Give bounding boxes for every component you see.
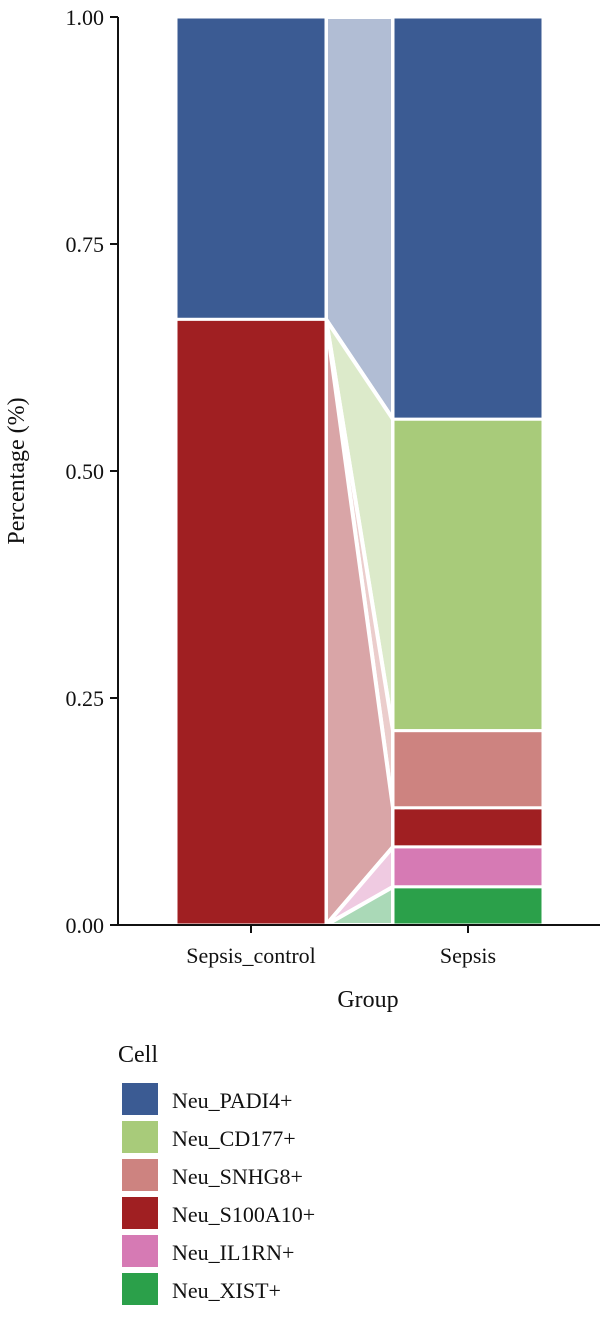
- legend-label-neu-s100a10: Neu_S100A10+: [172, 1202, 315, 1227]
- legend-swatch-neu-padi4: [122, 1083, 158, 1115]
- legend-swatch-neu-snhg8: [122, 1159, 158, 1191]
- y-tick-label: 0.25: [66, 686, 105, 711]
- bar-segment-neu-snhg8-sepsis: [391, 729, 545, 810]
- y-tick-label: 1.00: [66, 5, 105, 30]
- legend-swatch-neu-s100a10: [122, 1197, 158, 1229]
- legend-label-neu-padi4: Neu_PADI4+: [172, 1088, 292, 1113]
- bar-segment-neu-cd177-sepsis: [391, 417, 545, 733]
- bar-segment-neu-padi4-sepsis: [391, 15, 545, 421]
- legend-swatch-neu-il1rn: [122, 1235, 158, 1267]
- bar-segment-neu-padi4-sepsis-control: [174, 15, 328, 321]
- legend-label-neu-cd177: Neu_CD177+: [172, 1126, 296, 1151]
- legend-label-neu-snhg8: Neu_SNHG8+: [172, 1164, 303, 1189]
- bar-segment-neu-s100a10-sepsis-control: [174, 317, 328, 927]
- bar-layer: [174, 15, 545, 927]
- y-tick-label: 0.00: [66, 913, 105, 938]
- y-tick-label: 0.50: [66, 459, 105, 484]
- bar-segment-neu-il1rn-sepsis: [391, 845, 545, 889]
- legend-label-neu-il1rn: Neu_IL1RN+: [172, 1240, 294, 1265]
- y-tick-label: 0.75: [66, 232, 105, 257]
- y-axis-title: Percentage (%): [4, 397, 30, 544]
- legend: Cell Neu_PADI4+ Neu_CD177+ Neu_SNHG8+ Neu_S…: [118, 1042, 315, 1305]
- legend-label-neu-xist: Neu_XIST+: [172, 1278, 281, 1303]
- legend-swatch-neu-xist: [122, 1273, 158, 1305]
- axis-layer: 0.00 0.25 0.50 0.75 1.00 Sepsis_control Sepsis: [66, 5, 600, 968]
- x-axis-title: Group: [337, 987, 398, 1013]
- x-tick-label-sepsis: Sepsis: [440, 943, 496, 968]
- legend-title: Cell: [118, 1042, 158, 1068]
- bar-segment-neu-xist-sepsis: [391, 885, 545, 927]
- x-tick-label-sepsis-control: Sepsis_control: [186, 943, 316, 968]
- bar-segment-neu-s100a10-sepsis: [391, 806, 545, 849]
- legend-swatch-neu-cd177: [122, 1121, 158, 1153]
- flow-layer: [324, 15, 395, 927]
